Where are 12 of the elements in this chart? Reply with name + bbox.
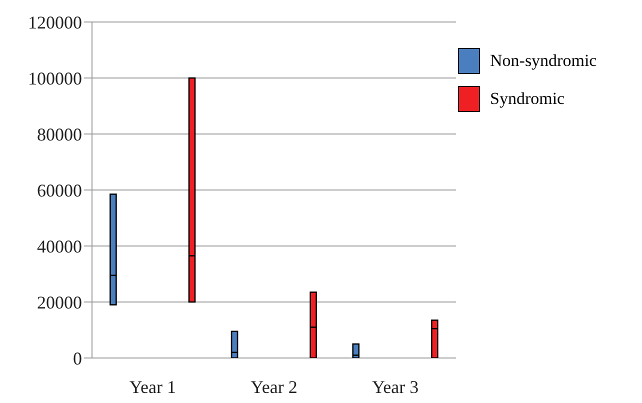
y-tick-label: 80000 bbox=[37, 124, 82, 144]
x-tick-label: Year 1 bbox=[129, 376, 176, 397]
legend-label: Non-syndromic bbox=[490, 51, 597, 71]
y-tick-label: 20000 bbox=[37, 292, 82, 312]
y-tick-label: 60000 bbox=[37, 180, 82, 200]
y-tick-label: 40000 bbox=[37, 236, 82, 256]
legend-label: Syndromic bbox=[490, 89, 565, 109]
y-tick-label: 120000 bbox=[28, 12, 82, 32]
y-tick-label: 100000 bbox=[28, 68, 82, 88]
x-tick-label: Year 2 bbox=[250, 376, 298, 397]
x-tick-label: Year 3 bbox=[372, 376, 419, 397]
y-tick-label: 0 bbox=[73, 348, 82, 368]
